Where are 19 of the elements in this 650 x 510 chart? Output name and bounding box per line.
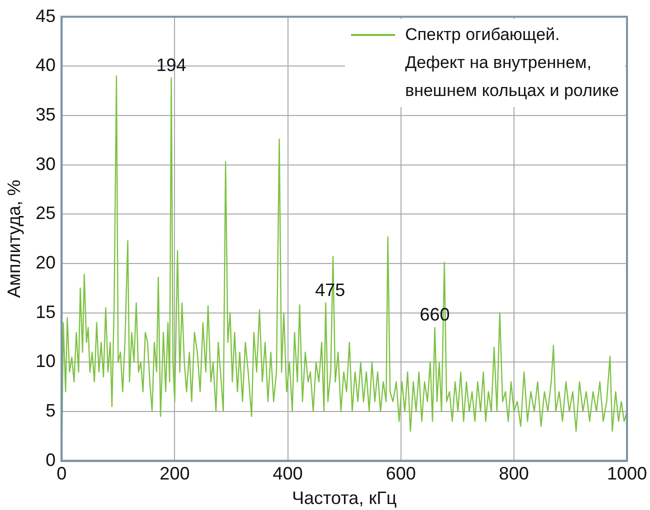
x-axis-title: Частота, кГц	[292, 488, 397, 508]
y-tick-label: 10	[36, 351, 56, 372]
y-tick-label: 40	[36, 55, 56, 76]
y-tick-label: 0	[46, 450, 56, 470]
annotation: 194	[156, 54, 186, 75]
y-tick-label: 20	[36, 252, 56, 272]
y-tick-label: 35	[36, 104, 56, 124]
y-tick-label: 30	[36, 154, 56, 174]
x-tick-label: 1000	[606, 464, 647, 484]
y-tick-label: 45	[36, 6, 56, 26]
y-tick-label: 25	[36, 203, 56, 224]
x-tick-label: 600	[386, 464, 416, 484]
y-axis-title: Амплитуда, %	[4, 180, 24, 298]
y-tick-label: 15	[36, 302, 56, 322]
y-tick-label: 5	[46, 400, 56, 420]
x-tick-label: 800	[498, 464, 529, 484]
x-tick-label: 200	[160, 464, 190, 484]
legend-label: Спектр огибающей. Дефект на внутреннем, внешнем кольцах и ролике	[405, 24, 619, 102]
x-tick-label: 400	[272, 464, 303, 484]
